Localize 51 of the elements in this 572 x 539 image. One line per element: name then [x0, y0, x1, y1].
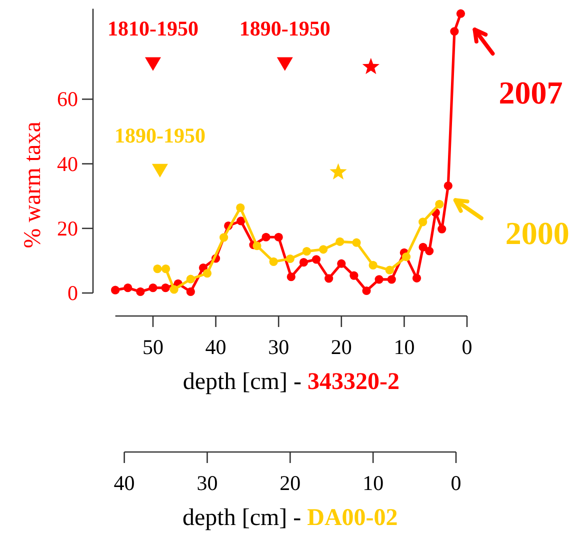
point	[286, 272, 296, 282]
x2-tick-label: 0	[450, 471, 462, 495]
point	[450, 27, 459, 36]
x2-tick-label: 30	[196, 471, 218, 495]
y-axis-title: % warm taxa	[20, 121, 46, 248]
text: 2000	[505, 215, 570, 252]
x-tick-label: 40	[205, 335, 226, 359]
point	[362, 58, 380, 74]
series-label: 1890-1950	[114, 123, 206, 148]
series-label: 1810-1950	[107, 16, 198, 41]
x2-tick-label: 20	[280, 471, 301, 495]
point	[124, 284, 132, 292]
point	[324, 274, 334, 283]
point	[438, 224, 446, 234]
point	[444, 181, 452, 190]
y-tick-label: 20	[57, 216, 78, 240]
x-tick-label: 20	[330, 335, 352, 359]
point	[236, 216, 246, 226]
x-tick-label: 10	[394, 335, 415, 359]
point	[362, 286, 371, 296]
point	[161, 284, 170, 292]
x-tick-label: 0	[462, 335, 472, 359]
x2-tick-label: 10	[362, 471, 384, 495]
x-tick-label: 50	[142, 335, 164, 359]
point	[425, 246, 434, 256]
annotation: 2007	[498, 74, 563, 111]
point	[387, 275, 396, 284]
point	[111, 286, 120, 294]
y-tick-label: 40	[57, 152, 78, 176]
series-label: 1890-1950	[239, 16, 330, 41]
point	[350, 271, 358, 280]
x-tick-label: 30	[268, 335, 290, 359]
point	[136, 287, 145, 296]
point	[374, 275, 384, 284]
point	[262, 232, 270, 242]
point	[456, 9, 466, 18]
point	[312, 255, 321, 264]
point	[274, 232, 283, 242]
point	[412, 274, 422, 282]
y-tick-label: 0	[68, 281, 78, 305]
point	[299, 258, 308, 267]
point	[276, 57, 293, 71]
point	[337, 259, 346, 268]
point	[144, 57, 161, 71]
point	[418, 242, 428, 252]
point	[186, 287, 195, 296]
x-axis-title: depth [cm] - 343320-2	[182, 369, 400, 395]
point	[148, 284, 158, 292]
x2-axis-title: depth [cm] - DA00-02	[182, 505, 398, 531]
y-tick-label: 60	[57, 87, 78, 112]
x2-tick-label: 40	[114, 471, 135, 495]
